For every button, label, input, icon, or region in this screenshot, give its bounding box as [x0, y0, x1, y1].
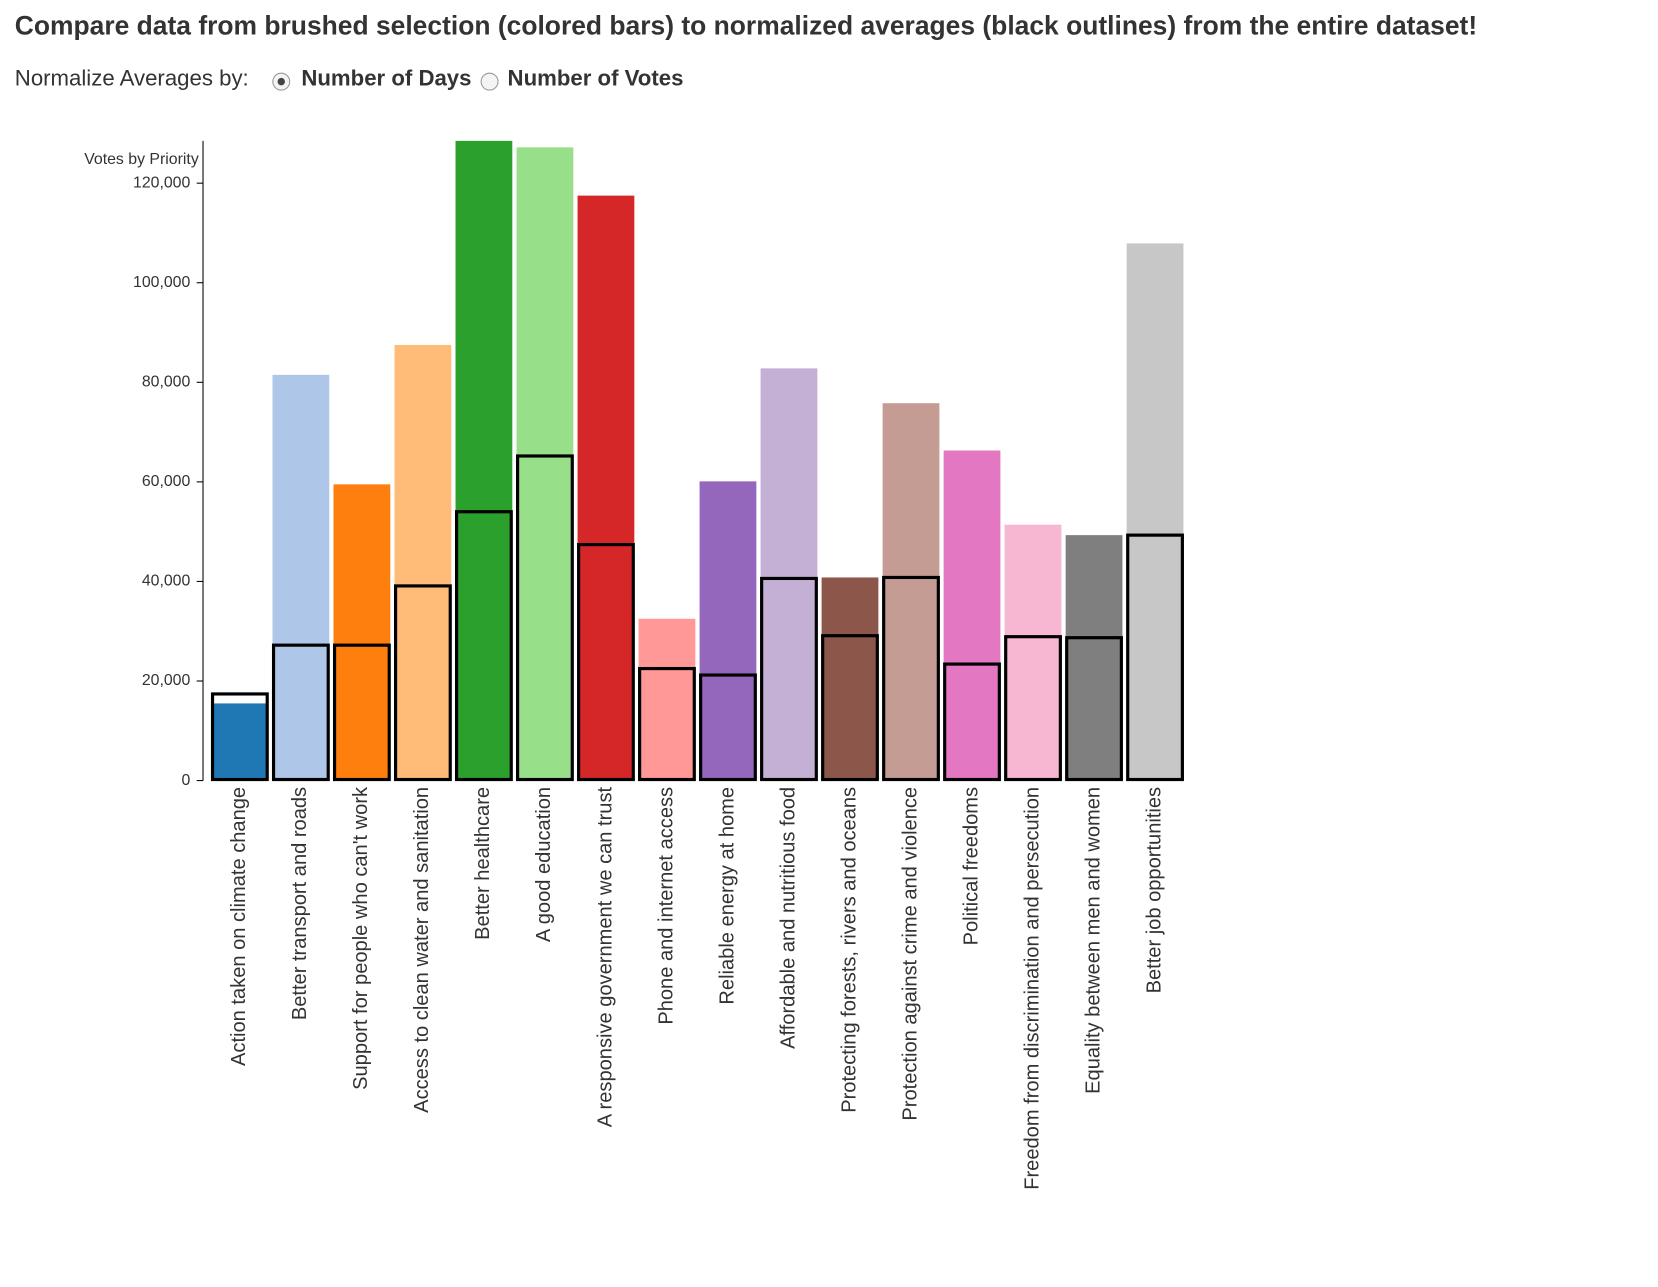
x-tick-label: Action taken on climate change [228, 787, 250, 1066]
y-axis-label: Votes by Priority [84, 151, 199, 168]
average-outline [454, 510, 513, 782]
y-tick-label: 100,000 [133, 274, 191, 291]
bar [333, 484, 391, 781]
y-tick-label: 80,000 [142, 373, 191, 390]
average-outline [271, 643, 330, 782]
average-outline [210, 692, 269, 782]
bar [943, 450, 1001, 781]
bar [211, 703, 269, 781]
average-outline [699, 673, 757, 782]
x-tick-label: Affordable and nutritious food [777, 787, 799, 1049]
y-tick-label: 60,000 [142, 473, 191, 490]
x-tick-label: Access to clean water and sanitation [411, 787, 433, 1113]
bar [760, 368, 818, 781]
radio-label[interactable]: Number of Votes [508, 65, 684, 90]
x-tick-label: Reliable energy at home [716, 787, 738, 1005]
y-tick-label: 120,000 [133, 174, 191, 191]
radio-label[interactable]: Number of Days [301, 65, 471, 90]
average-outline [1065, 636, 1123, 782]
x-tick-label: Support for people who can't work [350, 786, 372, 1090]
average-outline [1004, 635, 1062, 782]
bar [394, 344, 452, 781]
bar [516, 147, 574, 781]
bar [699, 481, 757, 781]
x-tick-label: Phone and internet access [655, 787, 677, 1025]
x-tick-label: A responsive government we can trust [594, 787, 616, 1128]
control-label: Normalize Averages by: [15, 65, 249, 90]
bar [1004, 524, 1062, 781]
bar [1065, 535, 1123, 781]
average-outline [943, 662, 1001, 782]
x-tick-label: Equality between men and women [1082, 787, 1104, 1094]
average-outline [760, 576, 818, 782]
average-outline [882, 575, 940, 782]
bar [1126, 243, 1184, 781]
average-outline [516, 454, 574, 782]
average-outline [577, 543, 635, 782]
bar [455, 140, 513, 781]
bar [821, 577, 879, 781]
x-tick-label: Better transport and roads [289, 787, 311, 1020]
x-tick-label: Protecting forests, rivers and oceans [838, 787, 860, 1113]
x-tick-label: A good education [533, 787, 555, 942]
average-outline [638, 666, 696, 782]
bar [577, 195, 635, 781]
x-tick-label: Political freedoms [960, 787, 982, 945]
radio-votes[interactable] [480, 72, 499, 91]
average-outline [393, 584, 452, 782]
x-tick-label: Protection against crime and violence [899, 787, 921, 1121]
x-tick-label: Freedom from discrimination and persecut… [1021, 787, 1043, 1190]
average-outline [821, 634, 879, 782]
x-tick-label: Better job opportunities [1143, 787, 1165, 994]
bar [272, 374, 330, 781]
y-tick-label: 40,000 [142, 573, 191, 590]
average-outline [332, 643, 391, 782]
chart-title: Compare data from brushed selection (col… [15, 11, 1477, 41]
y-tick-label: 0 [182, 772, 191, 789]
average-outline [1126, 533, 1184, 782]
bar [882, 403, 940, 781]
bar [638, 618, 696, 781]
radio-dot [277, 77, 285, 86]
y-tick-label: 20,000 [142, 672, 191, 689]
x-tick-label: Better healthcare [472, 787, 494, 940]
